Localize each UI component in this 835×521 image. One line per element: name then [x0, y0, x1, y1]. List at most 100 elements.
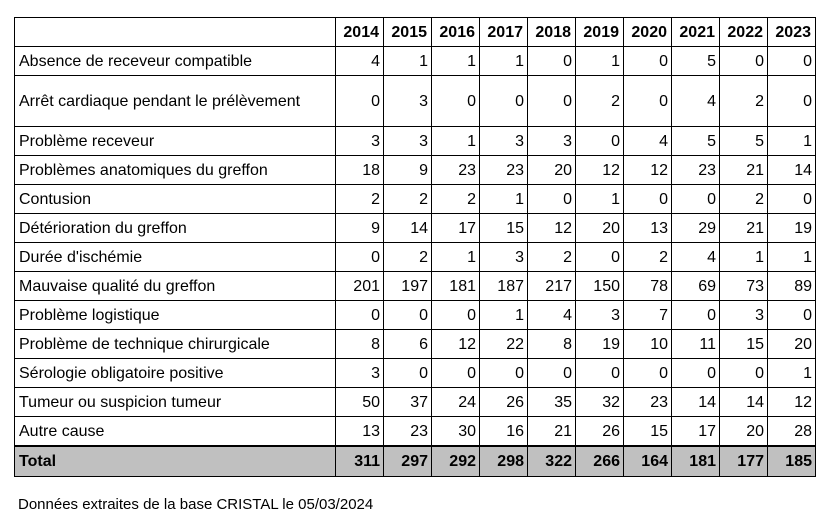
value-cell: 2	[383, 184, 432, 214]
value-cell: 73	[719, 271, 768, 301]
value-cell: 1	[767, 242, 816, 272]
value-cell: 0	[719, 358, 768, 388]
value-cell: 0	[719, 46, 768, 76]
value-cell: 13	[623, 213, 672, 243]
table-row: Tumeur ou suspicion tumeur 50 37 24 26 35 32 23…	[14, 387, 816, 417]
value-cell: 2	[431, 184, 480, 214]
row-label: Détérioration du greffon	[14, 213, 336, 243]
value-cell: 0	[431, 75, 480, 127]
value-cell: 19	[575, 329, 624, 359]
value-cell: 29	[671, 213, 720, 243]
value-cell: 69	[671, 271, 720, 301]
value-cell: 0	[767, 75, 816, 127]
value-cell: 1	[479, 300, 528, 330]
value-cell: 0	[431, 358, 480, 388]
value-cell: 6	[383, 329, 432, 359]
value-cell: 2	[623, 242, 672, 272]
value-cell: 1	[431, 126, 480, 156]
value-cell: 0	[383, 358, 432, 388]
value-cell: 2	[527, 242, 576, 272]
value-cell: 3	[335, 358, 384, 388]
total-value-cell: 322	[527, 445, 576, 477]
row-label: Durée d'ischémie	[14, 242, 336, 272]
value-cell: 1	[767, 358, 816, 388]
value-cell: 4	[671, 75, 720, 127]
row-label: Arrêt cardiaque pendant le prélèvement	[14, 75, 336, 127]
value-cell: 5	[671, 46, 720, 76]
year-header: 2023	[767, 17, 816, 47]
value-cell: 21	[527, 416, 576, 447]
year-header: 2017	[479, 17, 528, 47]
value-cell: 2	[335, 184, 384, 214]
row-label: Autre cause	[14, 416, 336, 447]
total-value-cell: 311	[335, 445, 384, 477]
value-cell: 12	[431, 329, 480, 359]
value-cell: 5	[671, 126, 720, 156]
value-cell: 7	[623, 300, 672, 330]
row-label: Problème logistique	[14, 300, 336, 330]
value-cell: 201	[335, 271, 384, 301]
value-cell: 197	[383, 271, 432, 301]
value-cell: 0	[623, 46, 672, 76]
source-footnote: Données extraites de la base CRISTAL le …	[18, 496, 374, 513]
value-cell: 0	[767, 46, 816, 76]
value-cell: 4	[335, 46, 384, 76]
value-cell: 0	[527, 75, 576, 127]
value-cell: 23	[383, 416, 432, 447]
value-cell: 12	[575, 155, 624, 185]
value-cell: 2	[575, 75, 624, 127]
value-cell: 22	[479, 329, 528, 359]
total-value-cell: 164	[623, 445, 672, 477]
value-cell: 18	[335, 155, 384, 185]
table-row: Problème receveur 3 3 1 3 3 0 4 5 5 1	[14, 126, 816, 156]
value-cell: 0	[575, 242, 624, 272]
table-row: Autre cause 13 23 30 16 21 26 15 17 20 28	[14, 416, 816, 447]
value-cell: 0	[335, 242, 384, 272]
value-cell: 3	[527, 126, 576, 156]
total-value-cell: 297	[383, 445, 432, 477]
value-cell: 0	[383, 300, 432, 330]
row-label: Mauvaise qualité du greffon	[14, 271, 336, 301]
table-row: Arrêt cardiaque pendant le prélèvement 0 3…	[14, 75, 816, 127]
value-cell: 20	[719, 416, 768, 447]
value-cell: 50	[335, 387, 384, 417]
value-cell: 35	[527, 387, 576, 417]
value-cell: 15	[719, 329, 768, 359]
table-row: Contusion 2 2 2 1 0 1 0 0 2 0	[14, 184, 816, 214]
data-table: 2014 2015 2016 2017 2018 2019 2020 2021 …	[14, 17, 816, 477]
header-row: 2014 2015 2016 2017 2018 2019 2020 2021 …	[14, 17, 816, 47]
value-cell: 217	[527, 271, 576, 301]
value-cell: 2	[719, 75, 768, 127]
row-label: Tumeur ou suspicion tumeur	[14, 387, 336, 417]
total-value-cell: 185	[767, 445, 816, 477]
value-cell: 12	[767, 387, 816, 417]
value-cell: 20	[527, 155, 576, 185]
value-cell: 8	[527, 329, 576, 359]
value-cell: 11	[671, 329, 720, 359]
row-label: Problèmes anatomiques du greffon	[14, 155, 336, 185]
value-cell: 3	[719, 300, 768, 330]
value-cell: 23	[623, 387, 672, 417]
value-cell: 1	[575, 46, 624, 76]
header-corner-cell	[14, 17, 336, 47]
value-cell: 187	[479, 271, 528, 301]
row-label: Absence de receveur compatible	[14, 46, 336, 76]
value-cell: 1	[383, 46, 432, 76]
value-cell: 0	[671, 358, 720, 388]
table-row: Mauvaise qualité du greffon 201 197 181 187 2…	[14, 271, 816, 301]
table-row: Sérologie obligatoire positive 3 0 0 0 0 0 0 0 0 1	[14, 358, 816, 388]
value-cell: 2	[383, 242, 432, 272]
value-cell: 3	[383, 126, 432, 156]
value-cell: 1	[479, 184, 528, 214]
value-cell: 1	[431, 46, 480, 76]
value-cell: 14	[767, 155, 816, 185]
value-cell: 3	[383, 75, 432, 127]
value-cell: 0	[623, 184, 672, 214]
year-header: 2018	[527, 17, 576, 47]
value-cell: 78	[623, 271, 672, 301]
total-value-cell: 177	[719, 445, 768, 477]
value-cell: 10	[623, 329, 672, 359]
value-cell: 0	[671, 300, 720, 330]
total-label: Total	[14, 445, 336, 477]
value-cell: 32	[575, 387, 624, 417]
